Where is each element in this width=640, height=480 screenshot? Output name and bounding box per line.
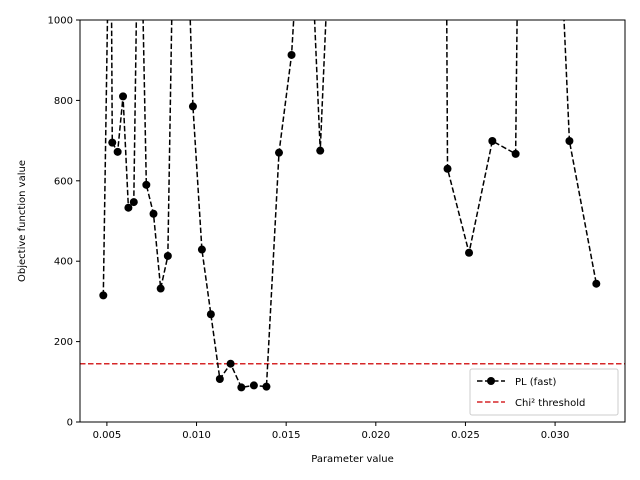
- data-point: [316, 146, 325, 155]
- legend-threshold-label: Chi² threshold: [515, 398, 585, 409]
- x-tick-label: 0.005: [93, 430, 122, 441]
- data-point: [226, 359, 235, 368]
- y-axis-ticks: 0 200 400 600 800 1000: [48, 16, 80, 429]
- legend: PL (fast) Chi² threshold: [469, 368, 619, 416]
- x-axis-label: Parameter value: [311, 454, 394, 465]
- data-point: [124, 203, 133, 212]
- data-point: [188, 102, 197, 111]
- x-tick-label: 0.010: [182, 430, 211, 441]
- y-tick-label: 0: [67, 418, 73, 429]
- data-point: [108, 138, 117, 147]
- series-line: [102, 20, 598, 389]
- data-point: [156, 284, 165, 293]
- y-tick-label: 200: [54, 337, 73, 348]
- plot-frame: [79, 19, 626, 423]
- data-point: [99, 291, 108, 300]
- data-point: [129, 198, 138, 207]
- data-point: [113, 147, 122, 156]
- legend-series-marker: [487, 377, 495, 385]
- data-point: [262, 382, 271, 391]
- x-tick-label: 0.015: [272, 430, 301, 441]
- data-point: [163, 251, 172, 260]
- data-point: [465, 248, 474, 257]
- data-point: [197, 245, 206, 254]
- legend-box: [469, 368, 619, 416]
- data-point: [142, 180, 151, 189]
- y-tick-label: 400: [54, 257, 73, 268]
- x-tick-label: 0.030: [541, 430, 570, 441]
- legend-series-label: PL (fast): [515, 377, 556, 388]
- data-point: [443, 164, 452, 173]
- data-point: [249, 381, 258, 390]
- x-tick-label: 0.025: [451, 430, 480, 441]
- data-point: [287, 50, 296, 59]
- y-tick-label: 1000: [48, 16, 73, 27]
- data-point: [592, 279, 601, 288]
- data-point: [149, 209, 158, 218]
- y-tick-label: 600: [54, 176, 73, 187]
- data-point: [119, 92, 128, 101]
- data-point: [511, 149, 520, 158]
- data-point: [565, 137, 574, 146]
- x-tick-label: 0.020: [361, 430, 390, 441]
- data-point: [206, 310, 215, 319]
- data-point: [215, 374, 224, 383]
- series-layer: [99, 20, 601, 392]
- y-axis-label: Objective function value: [17, 160, 28, 282]
- data-point: [274, 148, 283, 157]
- data-point: [488, 137, 497, 146]
- x-axis-ticks: 0.005 0.010 0.015 0.020 0.025 0.030: [93, 422, 570, 441]
- y-tick-label: 800: [54, 96, 73, 107]
- data-point: [237, 383, 246, 392]
